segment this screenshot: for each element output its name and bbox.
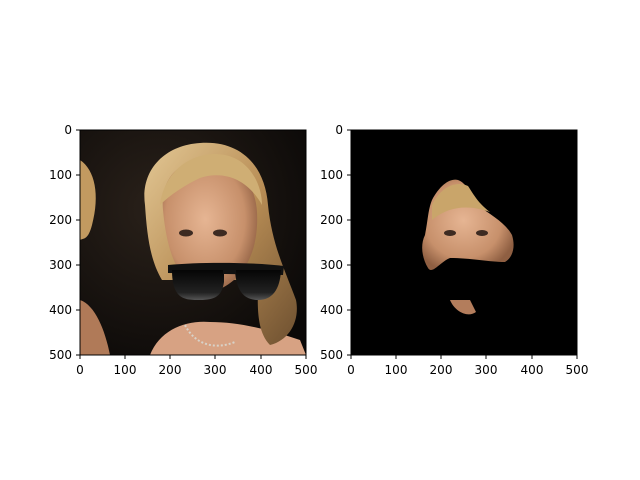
right-x-tick: 300 xyxy=(475,363,498,377)
right-y-tick: 500 xyxy=(320,348,343,362)
left-x-tick: 0 xyxy=(76,363,84,377)
right-x-tick: 400 xyxy=(521,363,544,377)
right-image xyxy=(351,130,577,355)
left-x-tick: 500 xyxy=(295,363,318,377)
sunglasses-overlay xyxy=(168,262,284,300)
right-y-tick: 400 xyxy=(320,303,343,317)
left-x-tick: 400 xyxy=(250,363,273,377)
left-y-tick: 500 xyxy=(49,348,72,362)
right-x-axis: 0 100 200 300 400 500 xyxy=(347,355,588,377)
left-x-tick: 200 xyxy=(159,363,182,377)
right-x-tick: 500 xyxy=(566,363,589,377)
left-axes-frame xyxy=(79,129,307,356)
left-y-tick: 400 xyxy=(49,303,72,317)
left-y-tick: 300 xyxy=(49,258,72,272)
left-image xyxy=(80,130,306,355)
right-y-tick: 200 xyxy=(320,213,343,227)
right-y-tick: 0 xyxy=(335,123,343,137)
left-y-tick: 100 xyxy=(49,168,72,182)
right-x-tick: 0 xyxy=(347,363,355,377)
right-y-tick: 100 xyxy=(320,168,343,182)
right-axes-frame xyxy=(350,129,578,356)
right-x-tick: 100 xyxy=(385,363,408,377)
right-x-tick: 200 xyxy=(430,363,453,377)
right-y-axis: 0 100 200 300 400 500 xyxy=(320,123,351,362)
left-x-axis: 0 100 200 300 400 500 xyxy=(76,355,317,377)
left-y-axis: 0 100 200 300 400 500 xyxy=(49,123,80,362)
left-y-tick: 0 xyxy=(64,123,72,137)
left-x-tick: 300 xyxy=(204,363,227,377)
left-x-tick: 100 xyxy=(114,363,137,377)
left-y-tick: 200 xyxy=(49,213,72,227)
right-y-tick: 300 xyxy=(320,258,343,272)
